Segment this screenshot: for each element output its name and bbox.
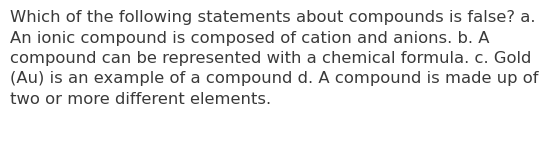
Text: Which of the following statements about compounds is false? a.
An ionic compound: Which of the following statements about … — [10, 10, 538, 107]
